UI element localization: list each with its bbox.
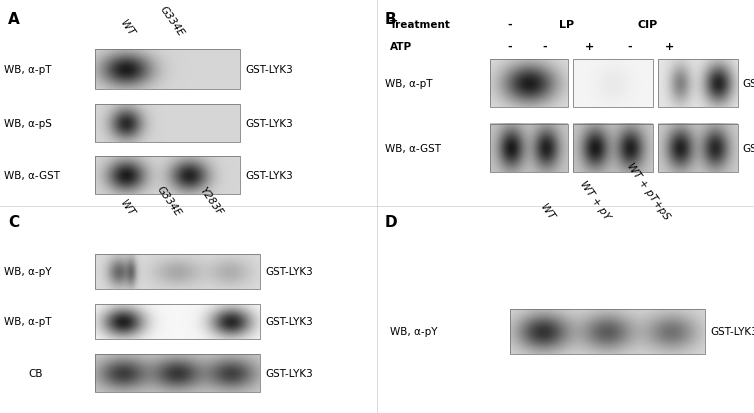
Text: WT: WT (118, 198, 136, 218)
Text: -: - (543, 42, 547, 52)
Text: WT + pY: WT + pY (578, 179, 612, 221)
Text: +: + (585, 42, 595, 52)
Text: WT: WT (118, 19, 136, 38)
Text: LP: LP (559, 20, 575, 30)
Text: WB, α-pS: WB, α-pS (4, 119, 52, 129)
Text: CIP: CIP (638, 20, 658, 30)
Text: GST-LYK3: GST-LYK3 (265, 266, 313, 276)
Text: GST-LYK3: GST-LYK3 (265, 316, 313, 326)
Text: WB, α-pT: WB, α-pT (385, 79, 433, 89)
Text: -: - (627, 42, 633, 52)
Text: GST-LYK3: GST-LYK3 (245, 171, 293, 180)
Text: G334E: G334E (155, 184, 183, 218)
Bar (95, 105, 240, 142)
Bar (658, 60, 738, 108)
Text: WT: WT (538, 202, 556, 221)
Bar (490, 125, 568, 173)
Text: WB, α-pY: WB, α-pY (390, 326, 437, 336)
Text: WB, α-GST: WB, α-GST (4, 171, 60, 180)
Text: WT + pT+pS: WT + pT+pS (625, 161, 672, 221)
Bar (95, 254, 260, 289)
Bar (573, 125, 653, 173)
Bar (95, 50, 240, 90)
Text: ATP: ATP (390, 42, 412, 52)
Text: B: B (385, 12, 397, 27)
Text: D: D (385, 214, 397, 230)
Text: GST-LYK3: GST-LYK3 (742, 144, 754, 154)
Text: Treatment: Treatment (390, 20, 451, 30)
Bar (573, 60, 653, 108)
Text: CB: CB (28, 368, 42, 378)
Text: GST-LYK3: GST-LYK3 (245, 65, 293, 75)
Text: GST-LYK3: GST-LYK3 (742, 79, 754, 89)
Text: -: - (507, 42, 512, 52)
Text: +: + (665, 42, 675, 52)
Text: -: - (507, 20, 512, 30)
Bar (510, 309, 705, 354)
Text: WB, α-pT: WB, α-pT (4, 316, 51, 326)
Text: WB, α-pT: WB, α-pT (4, 65, 51, 75)
Text: A: A (8, 12, 20, 27)
Text: GST-LYK3: GST-LYK3 (710, 326, 754, 336)
Bar (95, 354, 260, 392)
Text: GST-LYK3: GST-LYK3 (265, 368, 313, 378)
Text: WB, α-GST: WB, α-GST (385, 144, 441, 154)
Text: Y283F: Y283F (198, 185, 225, 218)
Bar (95, 304, 260, 339)
Bar (95, 157, 240, 195)
Text: WB, α-pY: WB, α-pY (4, 266, 51, 276)
Text: GST-LYK3: GST-LYK3 (245, 119, 293, 129)
Text: C: C (8, 214, 19, 230)
Bar (658, 125, 738, 173)
Bar (490, 60, 568, 108)
Text: G334E: G334E (158, 4, 186, 38)
